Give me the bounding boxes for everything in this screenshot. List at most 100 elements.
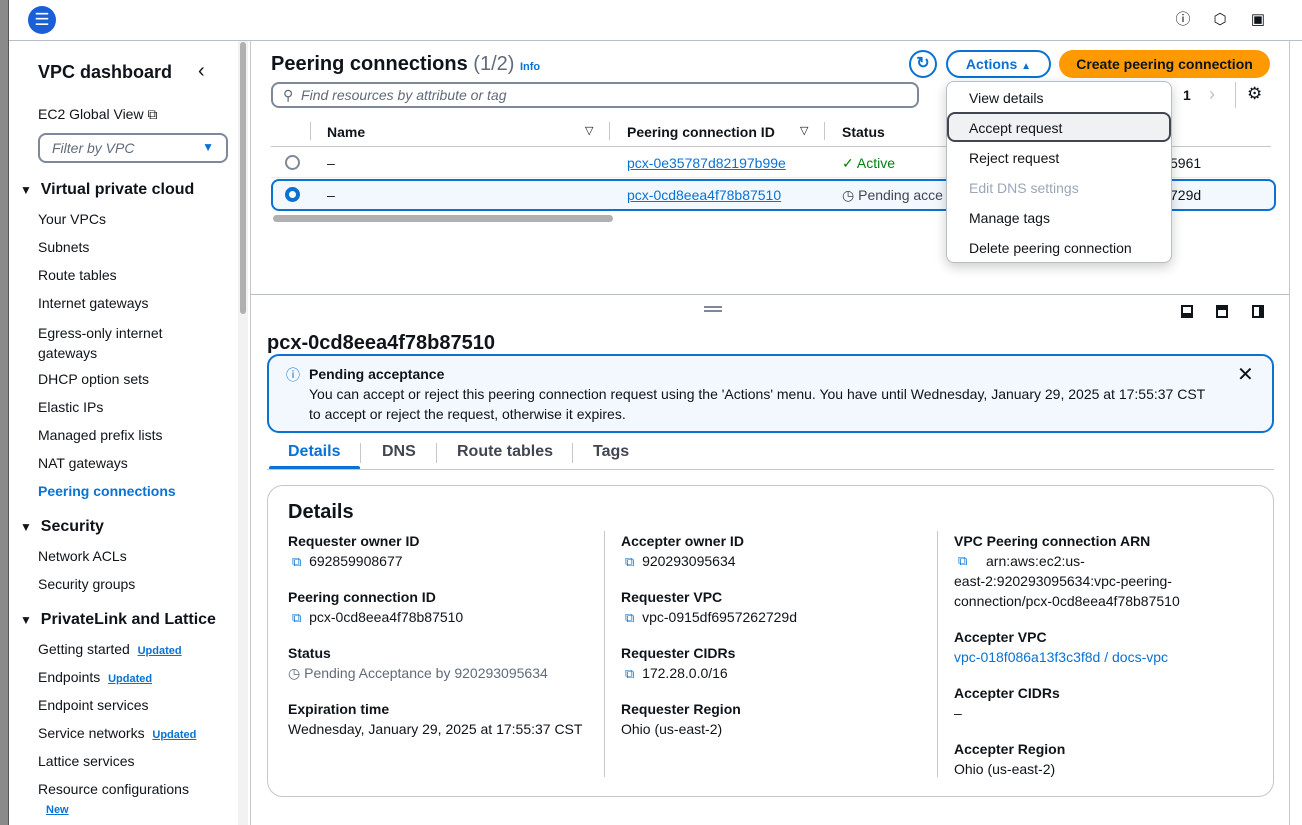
updated-badge: Updated xyxy=(137,645,182,657)
section-privatelink[interactable]: ▼ PrivateLink and Lattice xyxy=(20,611,216,629)
copy-icon[interactable]: ⧉ xyxy=(625,554,635,569)
close-icon[interactable]: ✕ xyxy=(1237,364,1254,386)
label: Actions xyxy=(965,56,1018,72)
row-radio-selected[interactable] xyxy=(285,187,300,202)
sidebar-item-internet-gateways[interactable]: Internet gateways xyxy=(38,295,149,311)
field-label: Requester owner ID xyxy=(288,533,420,549)
divider xyxy=(937,531,938,777)
menu-item-accept-request[interactable]: Accept request xyxy=(969,120,1063,136)
collapse-sidebar-icon[interactable]: ‹ xyxy=(198,60,205,82)
alert-text: to accept or reject the request, otherwi… xyxy=(309,406,626,422)
sidebar-item-lattice-services[interactable]: Lattice services xyxy=(38,753,135,769)
peering-id-link[interactable]: pcx-0cd8eea4f78b87510 xyxy=(627,187,782,203)
table-horizontal-scrollbar[interactable] xyxy=(273,215,613,222)
divider xyxy=(267,469,1274,470)
copy-icon[interactable]: ⧉ xyxy=(292,610,302,625)
sidebar-item-prefix-lists[interactable]: Managed prefix lists xyxy=(38,427,163,443)
field-value: ⧉ vpc-0915df6957262729d xyxy=(625,609,797,626)
sidebar-scrollbar[interactable] xyxy=(238,41,248,825)
sidebar-item-subnets[interactable]: Subnets xyxy=(38,239,90,255)
accepter-vpc-link[interactable]: vpc-018f086a13f3c3f8d / docs-vpc xyxy=(954,649,1169,665)
divider xyxy=(436,443,437,463)
search-icon: ⚲ xyxy=(283,87,294,103)
menu-item-edit-dns-settings: Edit DNS settings xyxy=(969,180,1079,196)
menu-item-reject-request[interactable]: Reject request xyxy=(969,150,1060,166)
sidebar-item-resource-configurations[interactable]: Resource configurations xyxy=(38,781,189,797)
sort-icon[interactable]: ▽ xyxy=(585,125,594,137)
active-tab-indicator xyxy=(269,466,360,470)
info-icon[interactable]: ⓘ xyxy=(1175,11,1191,28)
section-virtual-private-cloud[interactable]: ▼ Virtual private cloud xyxy=(20,181,194,199)
refresh-button[interactable]: ↻ xyxy=(909,50,937,78)
sidebar-item-network-acls[interactable]: Network ACLs xyxy=(38,548,127,564)
field-value: ◷ Pending Acceptance by 920293095634 xyxy=(288,665,548,682)
tab-dns[interactable]: DNS xyxy=(382,443,416,460)
sidebar-item-route-tables[interactable]: Route tables xyxy=(38,267,117,283)
sidebar-item-service-networks[interactable]: Service networks Updated xyxy=(38,725,196,741)
drag-handle-icon[interactable] xyxy=(704,306,722,312)
create-peering-connection-button[interactable]: Create peering connection xyxy=(1059,50,1270,78)
tab-tags[interactable]: Tags xyxy=(593,443,630,460)
split-divider xyxy=(251,294,1289,295)
col-divider xyxy=(310,122,311,140)
menu-item-view-details[interactable]: View details xyxy=(969,90,1044,106)
divider xyxy=(1235,82,1236,108)
sidebar-item-elastic-ips[interactable]: Elastic IPs xyxy=(38,399,104,415)
settings-hex-icon[interactable]: ⬡ xyxy=(1213,11,1227,28)
ec2-global-view-link[interactable]: EC2 Global View ⧉ xyxy=(38,106,157,123)
divider xyxy=(1289,41,1290,825)
sidebar-scrollbar-thumb[interactable] xyxy=(240,42,246,314)
sidebar-title[interactable]: VPC dashboard xyxy=(38,62,173,82)
copy-icon[interactable]: ⧉ xyxy=(625,610,635,625)
info-link[interactable]: Info xyxy=(519,61,541,73)
sort-icon[interactable]: ▽ xyxy=(800,125,809,137)
filter-placeholder: Filter by VPC xyxy=(52,140,135,156)
sidebar-item-dhcp[interactable]: DHCP option sets xyxy=(38,371,150,387)
tab-route-tables[interactable]: Route tables xyxy=(457,443,554,460)
new-badge: New xyxy=(46,804,69,816)
sidebar-item-getting-started[interactable]: Getting started Updated xyxy=(38,641,182,657)
tab-details[interactable]: Details xyxy=(288,443,341,460)
caret-up-icon: ▲ xyxy=(1021,61,1032,72)
menu-item-manage-tags[interactable]: Manage tags xyxy=(969,210,1050,226)
alert-title: Pending acceptance xyxy=(309,366,445,382)
row-radio[interactable] xyxy=(285,155,300,170)
sidebar-item-endpoint-services[interactable]: Endpoint services xyxy=(38,697,149,713)
actions-button[interactable]: Actions ▲ xyxy=(946,50,1051,78)
label: gateways xyxy=(38,345,98,361)
sidebar-item-egress-only-gateways[interactable]: Egress-only internet gateways xyxy=(38,323,163,363)
label: Endpoints xyxy=(38,669,101,685)
menu-icon[interactable]: ☰ xyxy=(28,6,56,34)
sidebar-item-peering-connections[interactable]: Peering connections xyxy=(38,483,176,499)
sidebar-item-your-vpcs[interactable]: Your VPCs xyxy=(38,211,106,227)
column-header-status[interactable]: Status xyxy=(842,124,885,140)
row-tail: 5961 xyxy=(1170,155,1202,171)
copy-icon[interactable]: ⧉ xyxy=(958,553,968,568)
column-header-name[interactable]: Name xyxy=(327,124,366,140)
vpc-filter-select[interactable]: Filter by VPC ▼ xyxy=(38,133,228,163)
feedback-icon[interactable]: ▣ xyxy=(1250,11,1266,28)
menu-item-delete[interactable]: Delete peering connection xyxy=(969,240,1132,256)
col-divider xyxy=(824,122,825,140)
col-divider xyxy=(609,122,610,140)
global-view-label: EC2 Global View xyxy=(38,106,144,122)
copy-icon[interactable]: ⧉ xyxy=(292,554,302,569)
search-input[interactable]: ⚲ Find resources by attribute or tag xyxy=(271,82,919,108)
sidebar-item-nat-gateways[interactable]: NAT gateways xyxy=(38,455,128,471)
field-label: Status xyxy=(288,645,331,661)
sidebar-item-endpoints[interactable]: Endpoints Updated xyxy=(38,669,152,685)
page-number[interactable]: 1 xyxy=(1183,87,1191,103)
column-header-id[interactable]: Peering connection ID xyxy=(627,124,775,140)
panel-side-icon[interactable] xyxy=(1216,305,1228,318)
next-page-icon[interactable]: › xyxy=(1209,84,1215,104)
panel-off-icon[interactable] xyxy=(1252,305,1264,318)
section-security[interactable]: ▼ Security xyxy=(20,518,104,536)
label: Getting started xyxy=(38,641,130,657)
divider xyxy=(604,531,605,777)
panel-bottom-icon[interactable] xyxy=(1181,305,1193,318)
copy-icon[interactable]: ⧉ xyxy=(625,666,635,681)
peering-id-link[interactable]: pcx-0e35787d82197b99e xyxy=(627,155,786,171)
settings-gear-icon[interactable]: ⚙ xyxy=(1247,84,1263,103)
field-value: Ohio (us-east-2) xyxy=(621,721,723,737)
sidebar-item-security-groups[interactable]: Security groups xyxy=(38,576,136,592)
